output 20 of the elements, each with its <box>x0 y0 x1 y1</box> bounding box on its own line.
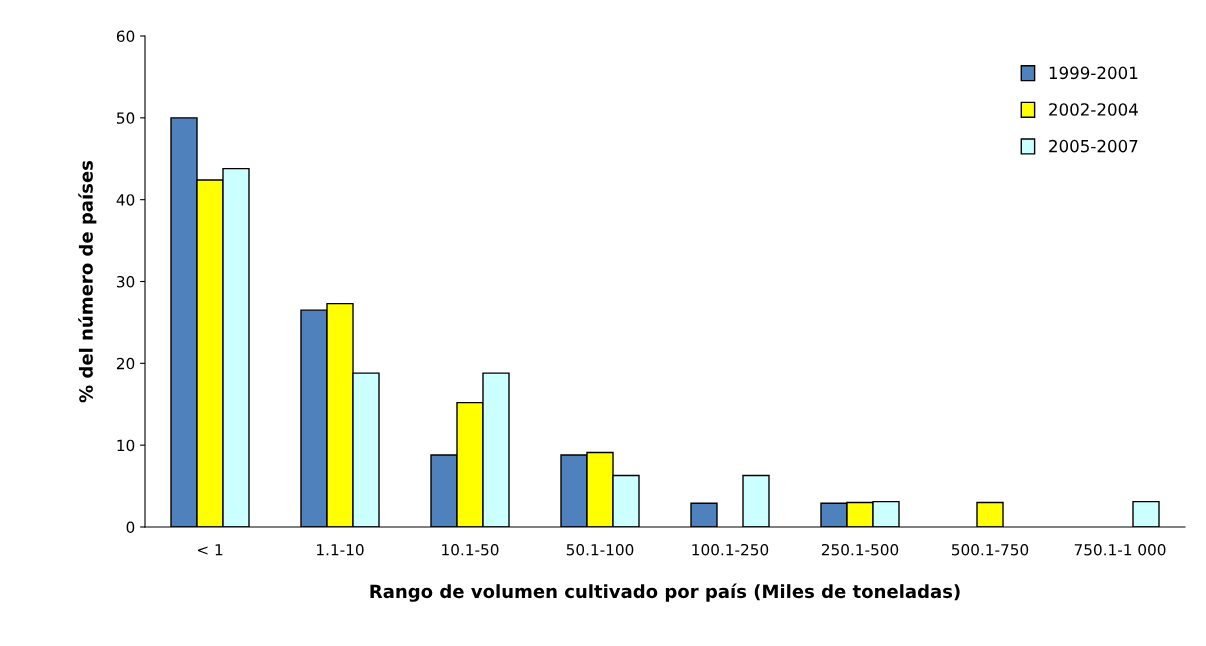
y-axis-title: % del número de países <box>78 160 97 403</box>
x-tick-label: 1.1-10 <box>317 543 364 556</box>
legend-label: 1999-2001 <box>1049 66 1138 80</box>
x-tick-label: 250.1-500 <box>821 543 899 556</box>
x-tick-label: 100.1-250 <box>692 543 769 556</box>
y-tick-label: 20 <box>116 357 135 370</box>
legend-label: 2002-2004 <box>1049 103 1138 116</box>
y-tick-label: 50 <box>117 112 135 124</box>
x-tick-label: 750.1-1 000 <box>1074 543 1166 556</box>
y-tick-label: 10 <box>117 439 135 452</box>
x-tick-label: 500.1-750 <box>951 543 1029 556</box>
x-tick-label: 50.1-100 <box>566 543 634 556</box>
y-tick-label: 0 <box>126 521 135 534</box>
y-tick-label: 60 <box>116 30 135 43</box>
y-tick-label: 30 <box>117 275 135 288</box>
legend-label: 2005-2007 <box>1049 139 1138 153</box>
y-tick-label: 40 <box>116 194 135 206</box>
x-tick-label: 10.1-50 <box>442 543 499 556</box>
x-tick-label: < 1 <box>197 544 223 556</box>
x-axis-title: Rango de volumen cultivado por país (Miles de toneladas) <box>370 583 960 602</box>
